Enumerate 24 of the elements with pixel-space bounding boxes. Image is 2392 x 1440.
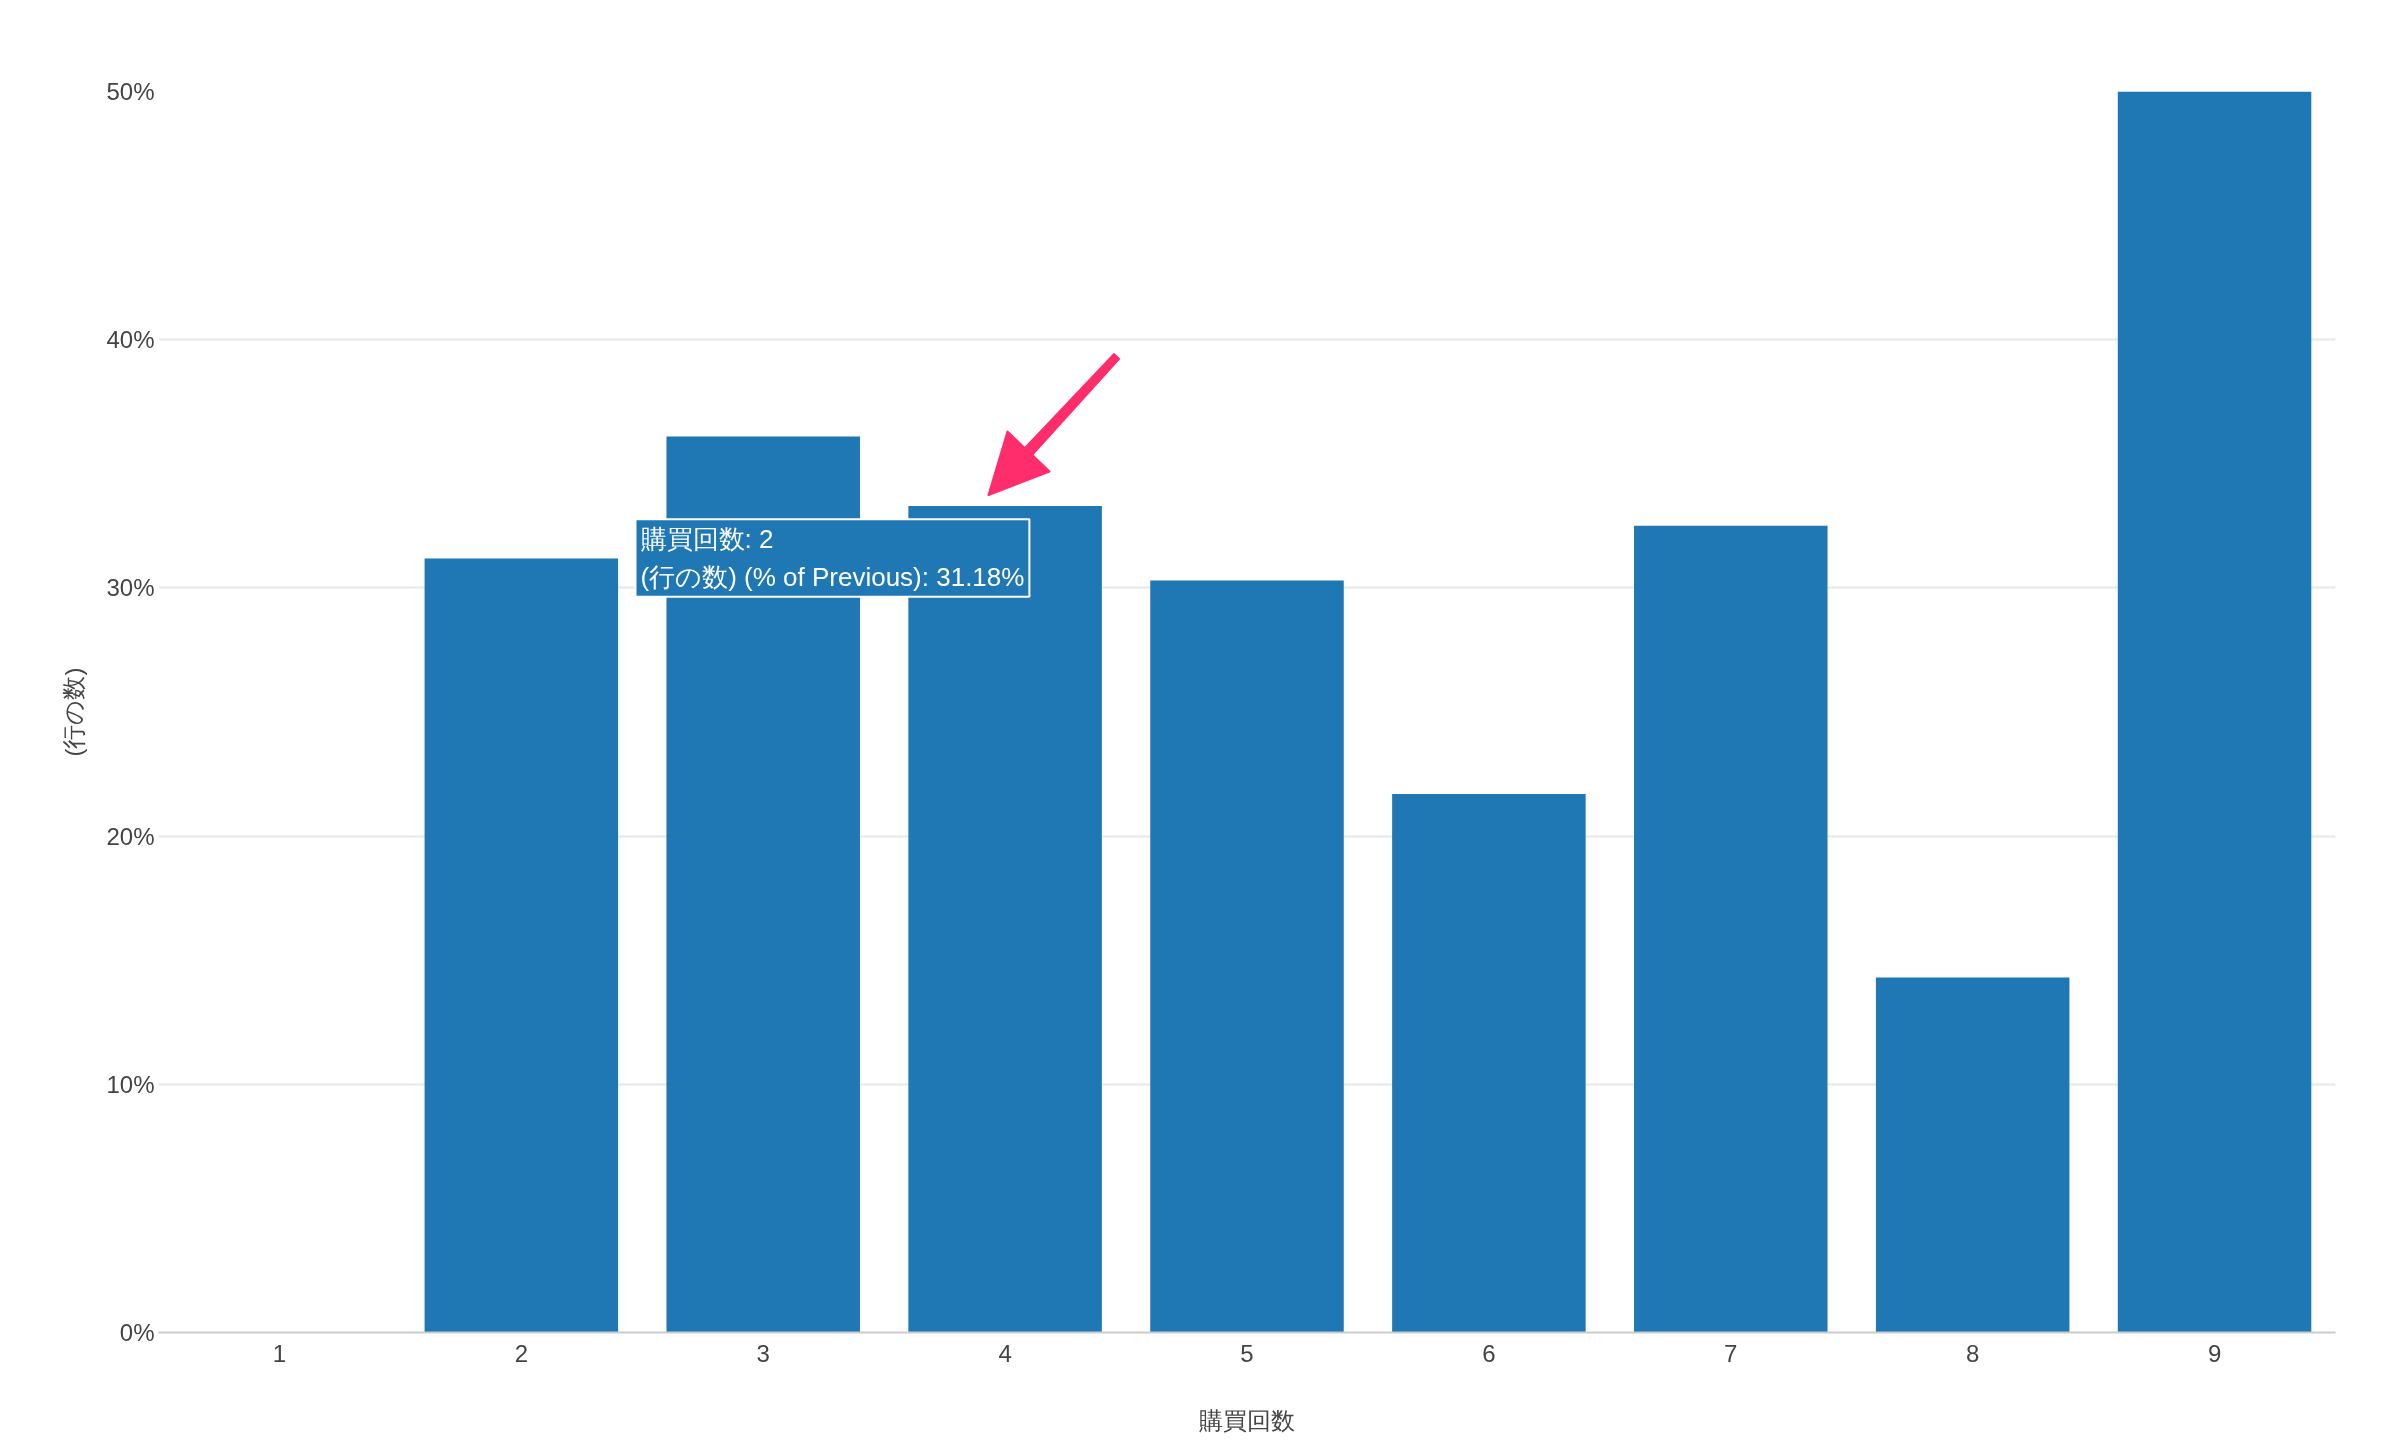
x-tick-label: 9 (2207, 1339, 2222, 1367)
y-axis-title: (行の数) (60, 667, 88, 757)
y-tick-label: 10% (106, 1070, 155, 1098)
y-tick-label: 0% (119, 1319, 155, 1346)
x-tick-label: 3 (756, 1339, 770, 1367)
bar (1392, 793, 1586, 1333)
bar (1150, 580, 1344, 1333)
x-tick-label: 7 (1724, 1339, 1738, 1367)
y-tick-label: 50% (106, 78, 155, 105)
annotation: 購買回数: 2 (行の数) (% of Previous): 31.18% (640, 524, 1025, 592)
bar (424, 558, 619, 1333)
bar (1634, 525, 1828, 1333)
x-tick-label: 2 (514, 1339, 529, 1367)
y-tick-label: 20% (106, 822, 155, 850)
x-tick-label: 6 (1482, 1339, 1496, 1367)
x-tick-label: 4 (998, 1339, 1012, 1367)
bar (2117, 91, 2312, 1333)
x-tick-label: 1 (272, 1339, 287, 1367)
x-tick-label: 8 (1965, 1339, 1980, 1367)
bar (1875, 977, 2070, 1333)
y-tick-label: 30% (106, 574, 155, 602)
y-tick-label: 40% (106, 326, 155, 354)
x-tick-label: 5 (1240, 1339, 1254, 1367)
x-axis-title: 購買回数 (1199, 1406, 1295, 1434)
